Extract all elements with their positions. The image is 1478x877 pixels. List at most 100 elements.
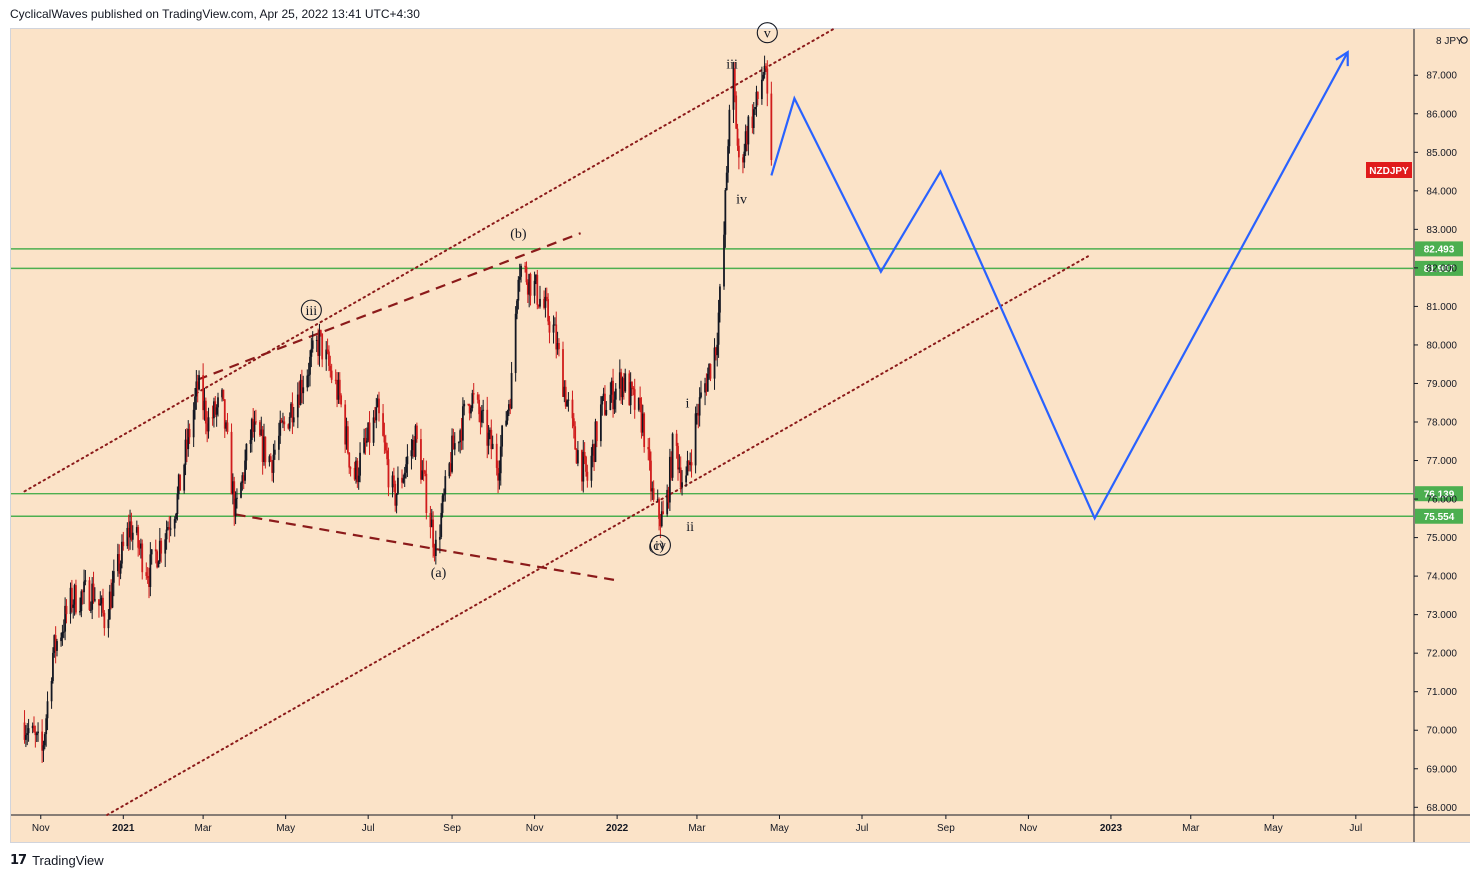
y-tick-label: 73.000 [1426, 610, 1457, 621]
candle-body [88, 580, 91, 610]
time-axis-area[interactable] [11, 815, 1470, 842]
candle-body [765, 65, 767, 69]
candle-body [717, 312, 720, 345]
candle-body [604, 393, 606, 415]
candle-body [103, 612, 106, 629]
triangle-upper-line[interactable] [197, 232, 581, 381]
candle-body [145, 572, 148, 576]
candle-body [41, 731, 44, 751]
candle-body [245, 443, 248, 461]
candle-body [675, 433, 678, 446]
candle-body [311, 340, 314, 349]
candle-body [282, 421, 284, 423]
candle-body [583, 452, 586, 457]
candle-body [535, 274, 537, 281]
candle-body [179, 474, 182, 491]
candle-body [510, 373, 513, 409]
candle-body [138, 547, 141, 549]
y-tick-label: 74.000 [1426, 572, 1457, 583]
candle-body [42, 745, 45, 751]
candle-body [296, 394, 299, 418]
tradingview-logo-icon[interactable]: 17 [10, 852, 27, 868]
candle-body [705, 383, 708, 392]
candle-body [234, 498, 237, 517]
symbol-label: NZDJPY [1369, 166, 1409, 177]
channel-upper-line[interactable] [23, 28, 835, 493]
candle-body [154, 549, 157, 552]
candle-body [507, 404, 510, 411]
candle-body [563, 386, 566, 397]
candle-body [766, 68, 769, 94]
candle-body [70, 587, 73, 608]
level-label: 81.987 [1424, 264, 1455, 275]
candle-body [34, 731, 37, 736]
candle-body [348, 452, 351, 468]
candle-body [716, 344, 719, 356]
candle-body [618, 372, 621, 389]
candle-body [760, 79, 763, 100]
candle-body [479, 414, 482, 423]
wave-label: iv [655, 539, 666, 554]
candle-body [27, 728, 30, 734]
x-tick-label: Jul [362, 823, 375, 834]
candle-body [315, 339, 318, 341]
candle-body [719, 286, 721, 313]
candle-body [176, 493, 179, 514]
plot-area[interactable] [11, 29, 1414, 815]
candle-body [747, 116, 750, 145]
candle-body [643, 413, 646, 448]
candle-body [751, 116, 754, 129]
triangle-lower-line[interactable] [235, 513, 615, 582]
x-tick-label: 2022 [606, 823, 629, 834]
candle-body [329, 365, 332, 371]
candle-body [468, 404, 471, 414]
candle-body [279, 420, 282, 436]
candle-body [590, 455, 593, 481]
wave-label-circle [300, 299, 322, 321]
candle-body [291, 403, 294, 423]
candle-body [277, 435, 280, 450]
candle-body [553, 324, 556, 326]
x-tick-label: Sep [443, 823, 461, 834]
settings-gear-icon[interactable] [1460, 36, 1468, 44]
publish-info: CyclicalWaves published on TradingView.c… [10, 7, 420, 21]
wave-label: v [764, 27, 771, 42]
y-tick-label: 70.000 [1426, 726, 1457, 737]
x-tick-label: Nov [526, 823, 544, 834]
candle-body [334, 379, 337, 381]
candle-body [386, 450, 389, 460]
level-label: 76.139 [1424, 489, 1455, 500]
x-tick-label: Jul [856, 823, 869, 834]
candle-body [526, 282, 529, 295]
candle-body [122, 541, 125, 547]
x-tick-label: May [1264, 823, 1283, 834]
candle-body [614, 388, 617, 400]
candle-body [405, 464, 407, 473]
candle-body [525, 266, 528, 283]
candle-body [392, 475, 395, 484]
candle-body [633, 389, 636, 410]
candle-body [395, 493, 398, 506]
projection-path[interactable] [770, 51, 1349, 521]
candle-body [585, 456, 587, 472]
candle-body [290, 403, 292, 418]
candle-body [411, 439, 414, 451]
price-axis-area[interactable] [1414, 29, 1470, 815]
channel-lower-line[interactable] [106, 255, 1089, 816]
candle-body [250, 419, 253, 441]
candle-body [463, 403, 466, 407]
candle-body [194, 396, 196, 410]
candle-body [188, 429, 191, 438]
candle-body [744, 131, 747, 152]
level-badge [1415, 486, 1463, 502]
candle-body [75, 585, 77, 613]
candle-body [694, 413, 697, 466]
candle-body [127, 527, 130, 538]
candle-body [236, 497, 238, 499]
candle-body [241, 475, 244, 483]
candle-body [349, 467, 352, 469]
brand-name[interactable]: TradingView [32, 852, 104, 868]
candle-body [599, 404, 602, 442]
candle-body [273, 449, 276, 455]
